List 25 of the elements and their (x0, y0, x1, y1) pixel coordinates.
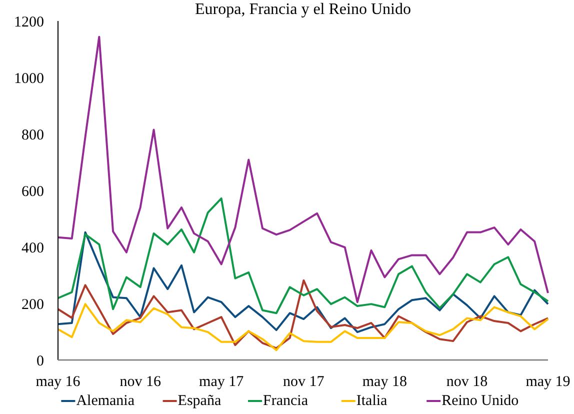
line-series (57, 36, 549, 304)
x-tick-label: may 17 (199, 374, 244, 390)
x-tick-label: may 16 (36, 374, 81, 390)
y-tick-label: 800 (22, 127, 44, 144)
y-tick-label: 400 (22, 240, 44, 256)
y-tick-label: 1000 (14, 70, 44, 87)
line-series (57, 197, 549, 314)
x-tick-label: nov 17 (283, 374, 325, 390)
x-tick-label: may 19 (526, 374, 570, 390)
line-series (57, 303, 549, 352)
x-tick-label: nov 18 (446, 374, 488, 390)
line-series (57, 231, 549, 334)
legend-label: Francia (263, 393, 308, 409)
legend-label: Italia (356, 393, 388, 409)
legend-label: España (178, 393, 222, 409)
line-series (57, 279, 549, 350)
y-tick-label: 600 (22, 184, 44, 200)
y-tick-label: 0 (36, 353, 44, 370)
chart-title: Europa, Francia y el Reino Unido (195, 1, 411, 18)
x-tick-label: nov 16 (120, 374, 162, 390)
x-tick-label: may 18 (362, 374, 407, 390)
y-tick-label: 1200 (14, 14, 44, 30)
legend-label: Alemania (76, 393, 135, 409)
y-tick-label: 200 (22, 296, 44, 313)
legend-label: Reino Unido (442, 393, 519, 409)
